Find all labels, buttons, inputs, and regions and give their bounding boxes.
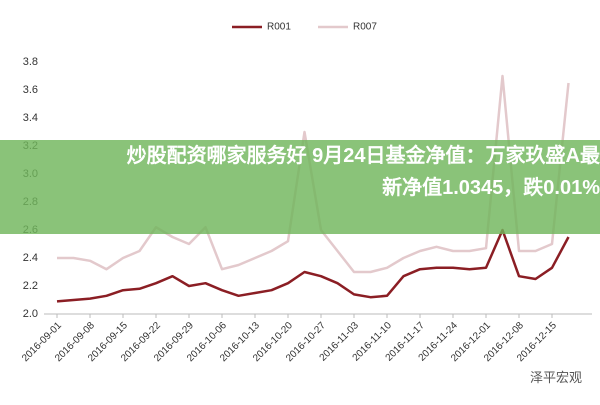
y-tick-label: 3.8	[23, 56, 38, 68]
watermark: 泽平宏观	[529, 370, 582, 385]
overlay-banner: 炒股配资哪家服务好 9月24日基金净值：万家玖盛A最 新净值1.0345，跌0.…	[0, 140, 600, 234]
y-tick-label: 2.0	[23, 308, 38, 320]
series-line	[56, 228, 570, 303]
y-tick-label: 2.4	[23, 252, 38, 264]
y-tick-label: 3.4	[23, 112, 38, 124]
y-tick-label: 3.6	[23, 84, 38, 96]
legend-label: R001	[267, 22, 291, 33]
legend-label: R007	[353, 22, 377, 33]
overlay-line: 新净值1.0345，跌0.01%	[382, 177, 600, 199]
overlay-line: 炒股配资哪家服务好 9月24日基金净值：万家玖盛A最	[126, 145, 600, 167]
y-tick-label: 2.2	[23, 280, 38, 292]
